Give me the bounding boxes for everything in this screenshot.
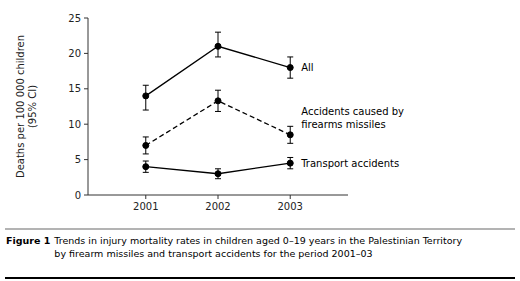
chart: 0 5 10 15 20 25 2001 2002 2003 Deaths per 100 000…	[0, 0, 520, 281]
plot-area	[143, 32, 293, 179]
error-bar	[215, 32, 221, 57]
error-bar	[215, 169, 221, 179]
error-bar	[287, 126, 293, 143]
point	[143, 93, 149, 99]
x-tick-label: 2002	[205, 201, 230, 212]
error-bar	[143, 137, 149, 154]
y-tick	[84, 159, 88, 160]
series	[143, 90, 293, 154]
caption-label: Figure 1	[6, 235, 50, 246]
y-tick-label: 15	[68, 83, 81, 94]
point	[143, 164, 149, 170]
error-bar	[287, 57, 293, 78]
y-axis-line	[88, 18, 89, 195]
error-bar	[215, 90, 221, 111]
point	[287, 65, 293, 71]
y-tick-label: 25	[68, 13, 81, 24]
series	[143, 157, 293, 178]
series-label: Accidents caused byfirearms missiles	[301, 106, 404, 130]
y-tick-label: 0	[75, 190, 81, 201]
point	[215, 171, 221, 177]
y-axis-label: Deaths per 100 000 children(95% CI)	[15, 35, 38, 178]
x-tick	[290, 195, 291, 199]
point	[287, 132, 293, 138]
y-tick	[84, 53, 88, 54]
caption-bottom-rule	[5, 277, 515, 279]
point	[215, 43, 221, 49]
series-label: Transport accidents	[300, 158, 399, 169]
series	[143, 32, 293, 110]
point	[215, 98, 221, 104]
y-tick-label: 20	[68, 48, 81, 59]
x-tick-label: 2003	[277, 201, 302, 212]
point	[143, 142, 149, 148]
y-tick-label: 10	[68, 119, 81, 130]
caption: Trends in injury mortality rates in chil…	[53, 235, 462, 259]
y-tick	[84, 18, 88, 19]
y-tick	[84, 124, 88, 125]
y-tick-label: 5	[75, 154, 81, 165]
chart-container: 0 5 10 15 20 25 2001 2002 2003 Deaths per 100 000…	[0, 0, 520, 281]
error-bar	[287, 157, 293, 168]
error-bar	[143, 161, 149, 172]
series-label: All	[301, 62, 313, 73]
error-bar	[143, 85, 149, 110]
caption-rule	[5, 229, 515, 230]
x-tick	[145, 195, 146, 199]
x-tick-label: 2001	[133, 201, 158, 212]
y-tick	[84, 88, 88, 89]
point	[287, 160, 293, 166]
x-tick	[218, 195, 219, 199]
y-tick	[84, 195, 88, 196]
